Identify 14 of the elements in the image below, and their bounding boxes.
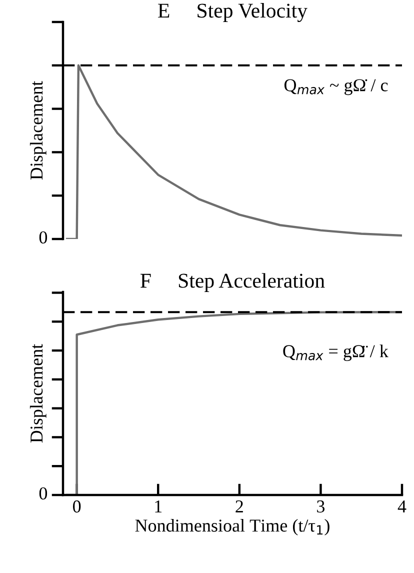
x-axis-title: Nondimensioal Time (t/τ$_{1}$)	[135, 519, 330, 536]
x-tick-label: 4	[398, 500, 406, 512]
x-tick-label: 3	[317, 500, 325, 513]
x-tick-label: 2	[236, 500, 243, 512]
annotation: Q$_{max}$ = gΩ̈ / k	[283, 344, 388, 362]
chart-title: F Step Acceleration	[140, 273, 325, 292]
y-axis-title: Displacement	[30, 344, 46, 443]
chart-title: E Step Velocity	[158, 3, 308, 22]
annotation: 0	[39, 487, 48, 500]
x-tick-label: 1	[155, 500, 162, 512]
x-tick-label: 0	[72, 500, 81, 513]
annotation: Q$_{max}$ ~ gΩ̇ / c	[284, 79, 388, 96]
y-axis-title: Displacement	[30, 80, 46, 180]
annotation: 0	[39, 231, 48, 244]
